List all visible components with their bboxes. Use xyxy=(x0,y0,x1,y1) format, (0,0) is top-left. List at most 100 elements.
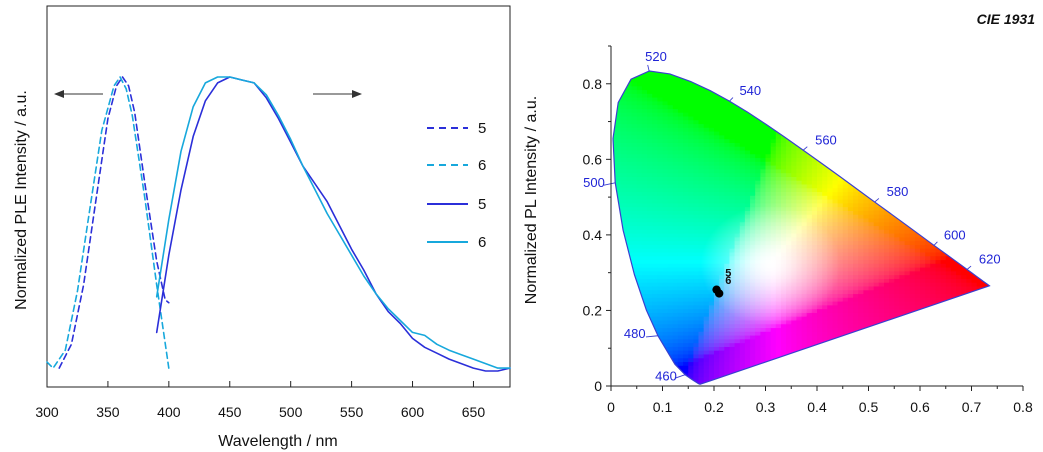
gamut-cell xyxy=(827,172,834,177)
gamut-cell xyxy=(714,71,720,75)
gamut-cell xyxy=(672,142,679,147)
gamut-cell xyxy=(667,165,674,170)
gamut-cell xyxy=(734,323,741,329)
gamut-cell xyxy=(708,346,715,351)
gamut-cell xyxy=(811,172,818,177)
gamut-cell xyxy=(868,85,875,91)
gamut-cell xyxy=(889,335,895,340)
gamut-cell xyxy=(863,85,870,91)
gamut-cell xyxy=(677,346,684,351)
gamut-cell xyxy=(806,350,813,355)
gamut-cell xyxy=(708,206,715,211)
gamut-cell xyxy=(853,297,859,302)
gamut-cell xyxy=(672,131,679,136)
gamut-cell xyxy=(667,199,674,204)
gamut-cell xyxy=(714,131,720,136)
gamut-cell xyxy=(822,93,828,98)
gamut-cell xyxy=(652,153,658,159)
gamut-cell xyxy=(878,244,885,249)
gamut-cell xyxy=(616,115,622,121)
gamut-cell xyxy=(847,157,854,162)
gamut-cell xyxy=(775,180,782,185)
gamut-cell xyxy=(909,229,916,234)
gamut-cell xyxy=(863,342,870,347)
gamut-cell xyxy=(806,327,813,332)
gamut-cell xyxy=(647,134,653,140)
gamut-cell xyxy=(703,81,710,87)
gamut-cell xyxy=(698,71,705,72)
gamut-cell xyxy=(724,153,731,159)
gamut-cell xyxy=(729,176,736,181)
gamut-cell xyxy=(796,71,803,75)
gamut-cell xyxy=(677,282,684,287)
gamut-cell xyxy=(714,323,720,329)
gamut-cell xyxy=(672,244,679,249)
gamut-cell xyxy=(832,97,839,102)
gamut-cell xyxy=(873,71,880,75)
gamut-cell xyxy=(786,338,792,344)
gamut-cell xyxy=(832,353,839,359)
gamut-cell xyxy=(613,365,617,370)
gamut-cell xyxy=(781,74,787,79)
gamut-cell xyxy=(744,172,751,177)
gamut-cell xyxy=(641,319,648,325)
gamut-cell xyxy=(667,71,674,72)
gamut-cell xyxy=(832,195,839,200)
gamut-cell xyxy=(894,71,901,75)
gamut-cell xyxy=(858,236,864,242)
gamut-cell xyxy=(817,89,823,94)
gamut-cell xyxy=(858,161,864,166)
gamut-cell xyxy=(739,142,746,147)
gamut-cell xyxy=(878,172,885,177)
gamut-cell xyxy=(744,134,751,140)
gamut-cell xyxy=(724,71,731,75)
gamut-cell xyxy=(847,123,854,128)
gamut-cell xyxy=(647,112,653,117)
gamut-cell xyxy=(729,335,736,340)
gamut-cell xyxy=(868,278,875,283)
gamut-cell xyxy=(744,195,751,200)
gamut-cell xyxy=(863,263,870,268)
gamut-cell xyxy=(616,278,622,283)
gamut-cell xyxy=(636,199,643,204)
gamut-cell xyxy=(652,229,658,234)
gamut-cell xyxy=(616,357,622,363)
gamut-cell xyxy=(683,89,689,94)
gamut-cell xyxy=(873,187,880,193)
gamut-cell xyxy=(863,248,870,253)
gamut-cell xyxy=(693,183,700,189)
gamut-cell xyxy=(894,146,901,151)
gamut-cell xyxy=(858,149,864,155)
gamut-cell xyxy=(688,274,695,279)
gamut-cell xyxy=(616,350,622,355)
gamut-cell xyxy=(750,71,756,75)
gamut-cell xyxy=(677,323,684,329)
gamut-cell xyxy=(647,202,653,208)
gamut-cell xyxy=(688,353,695,359)
gamut-cell xyxy=(909,285,916,291)
gamut-cell xyxy=(647,346,653,351)
gamut-cell xyxy=(858,285,864,291)
gamut-cell xyxy=(636,119,643,125)
gamut-cell xyxy=(878,312,885,317)
gamut-cell xyxy=(878,180,885,185)
gamut-cell xyxy=(817,338,823,344)
gamut-cell xyxy=(641,380,648,385)
gamut-cell xyxy=(657,202,664,208)
gamut-cell xyxy=(909,187,916,193)
gamut-cell xyxy=(703,71,710,75)
gamut-cell xyxy=(693,376,700,381)
gamut-cell xyxy=(616,304,622,310)
gamut-cell xyxy=(822,183,828,189)
gamut-cell xyxy=(770,369,777,374)
gamut-cell xyxy=(811,127,818,132)
gamut-cell xyxy=(765,157,772,162)
gamut-cell xyxy=(863,331,870,336)
gamut-cell xyxy=(657,327,664,332)
gamut-cell xyxy=(832,191,839,196)
gamut-cell xyxy=(847,131,854,136)
gamut-cell xyxy=(858,357,864,363)
gamut-cell xyxy=(698,331,705,336)
gamut-cell xyxy=(760,199,767,204)
gamut-cell xyxy=(842,282,849,287)
